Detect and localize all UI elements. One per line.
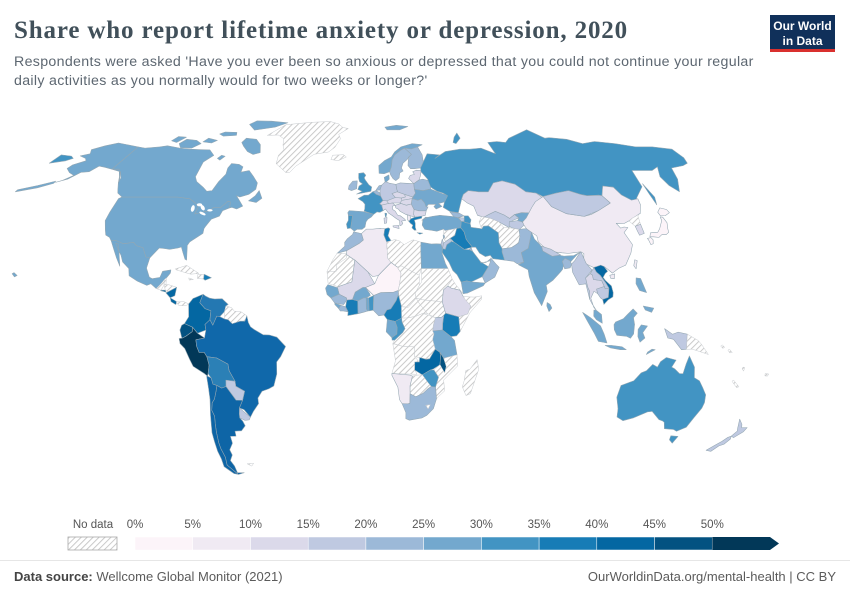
svg-text:30%: 30% bbox=[470, 519, 493, 531]
svg-text:40%: 40% bbox=[585, 519, 608, 531]
svg-text:15%: 15% bbox=[297, 519, 320, 531]
svg-text:20%: 20% bbox=[354, 519, 377, 531]
svg-text:45%: 45% bbox=[643, 519, 666, 531]
svg-text:50%: 50% bbox=[701, 519, 724, 531]
svg-text:10%: 10% bbox=[239, 519, 262, 531]
svg-text:5%: 5% bbox=[184, 519, 201, 531]
svg-text:25%: 25% bbox=[412, 519, 435, 531]
svg-text:0%: 0% bbox=[127, 519, 144, 531]
svg-text:No data: No data bbox=[73, 519, 114, 531]
svg-text:35%: 35% bbox=[528, 519, 551, 531]
